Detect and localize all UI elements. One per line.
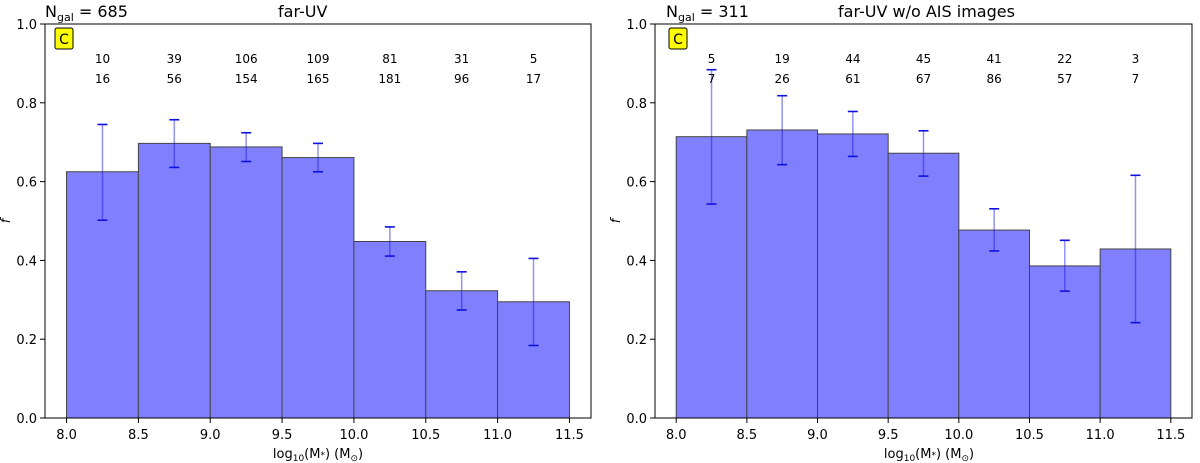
x-axis-label: log10(M*) (M⊙) bbox=[273, 447, 363, 463]
count-denominator-label: 96 bbox=[454, 72, 469, 86]
y-tick-label: 1.0 bbox=[16, 18, 37, 33]
bar bbox=[746, 129, 819, 419]
y-tick-label: 0.0 bbox=[16, 412, 37, 427]
count-numerator-label: 19 bbox=[775, 52, 790, 66]
bar bbox=[353, 240, 427, 419]
bar bbox=[209, 146, 283, 419]
bar bbox=[817, 133, 889, 419]
count-numerator-label: 41 bbox=[987, 52, 1002, 66]
bar bbox=[66, 171, 139, 419]
count-numerator-label: 44 bbox=[845, 52, 860, 66]
bar bbox=[281, 157, 355, 419]
count-denominator-label: 154 bbox=[235, 72, 258, 86]
ngal-annotation: Ngal = 311 bbox=[666, 2, 749, 24]
x-tick-label: 9.5 bbox=[878, 428, 899, 443]
count-numerator-label: 5 bbox=[530, 52, 538, 66]
count-denominator-label: 165 bbox=[307, 72, 330, 86]
bar bbox=[497, 301, 570, 419]
y-tick-label: 0.6 bbox=[16, 176, 37, 191]
count-denominator-label: 56 bbox=[167, 72, 182, 86]
count-numerator-label: 10 bbox=[95, 52, 110, 66]
count-denominator-label: 86 bbox=[987, 72, 1002, 86]
panel-label-box bbox=[54, 27, 74, 50]
count-denominator-label: 67 bbox=[916, 72, 931, 86]
bars-group bbox=[66, 142, 570, 419]
count-denominator-label: 57 bbox=[1057, 72, 1072, 86]
count-numerator-label: 81 bbox=[382, 52, 397, 66]
count-numerator-label: 5 bbox=[708, 52, 716, 66]
y-tick-label: 1.0 bbox=[626, 18, 647, 33]
y-tick-label: 0.4 bbox=[16, 254, 37, 269]
plot-area-frame bbox=[44, 23, 592, 419]
chart-title: far-UV w/o AIS images bbox=[838, 2, 1015, 21]
plot-area-frame bbox=[654, 23, 1193, 419]
y-tick-label: 0.2 bbox=[16, 333, 37, 348]
count-numerator-label: 31 bbox=[454, 52, 469, 66]
error-bars-group bbox=[706, 68, 1141, 324]
x-tick-label: 10.5 bbox=[1015, 428, 1044, 443]
bar bbox=[887, 152, 960, 419]
x-tick-label: 8.5 bbox=[128, 428, 149, 443]
count-denominator-label: 61 bbox=[845, 72, 860, 86]
bar bbox=[958, 229, 1030, 419]
count-denominator-label: 26 bbox=[775, 72, 790, 86]
x-ticks-group: 8.0 8.5 9.0 9.5 10.0 10.5 11.0 11.5 bbox=[666, 418, 1185, 443]
x-tick-label: 11.0 bbox=[1086, 428, 1115, 443]
y-tick-label: 0.8 bbox=[626, 97, 647, 112]
x-tick-label: 10.0 bbox=[339, 428, 368, 443]
x-tick-label: 9.0 bbox=[200, 428, 221, 443]
bar bbox=[137, 142, 211, 419]
x-tick-label: 8.5 bbox=[737, 428, 758, 443]
y-ticks-group: 0.0 0.2 0.4 0.6 0.8 1.0 bbox=[16, 18, 45, 427]
x-ticks-group: 8.0 8.5 9.0 9.5 10.0 10.5 11.0 11.5 bbox=[56, 418, 584, 443]
count-numerator-label: 45 bbox=[916, 52, 931, 66]
panel-label: C bbox=[673, 32, 683, 48]
panel-label-box bbox=[668, 27, 688, 50]
y-tick-label: 0.6 bbox=[626, 176, 647, 191]
count-numerator-label: 109 bbox=[307, 52, 330, 66]
count-labels-group: 10 16 39 56 106 154 109 165 81 181 31 96 5 17 bbox=[95, 52, 541, 86]
x-tick-label: 8.0 bbox=[56, 428, 77, 443]
count-denominator-label: 7 bbox=[708, 72, 716, 86]
count-denominator-label: 16 bbox=[95, 72, 110, 86]
count-denominator-label: 181 bbox=[378, 72, 401, 86]
count-denominator-label: 17 bbox=[526, 72, 541, 86]
x-tick-label: 11.5 bbox=[555, 428, 584, 443]
y-axis-label: f bbox=[609, 216, 624, 223]
right-chart-panel: 8.0 8.5 9.0 9.5 10.0 10.5 11.0 11.5 0.00.20.40.… bbox=[609, 2, 1193, 463]
count-denominator-label: 7 bbox=[1132, 72, 1140, 86]
y-tick-label: 0.8 bbox=[16, 97, 37, 112]
chart-title: far-UV bbox=[278, 2, 327, 21]
y-tick-label: 0.0 bbox=[626, 412, 647, 427]
x-axis-label: log10(M*) (M⊙) bbox=[884, 447, 974, 463]
x-tick-label: 9.0 bbox=[807, 428, 828, 443]
x-tick-label: 10.0 bbox=[944, 428, 973, 443]
count-numerator-label: 106 bbox=[235, 52, 258, 66]
count-numerator-label: 3 bbox=[1132, 52, 1140, 66]
y-tick-label: 0.2 bbox=[626, 333, 647, 348]
count-numerator-label: 39 bbox=[167, 52, 182, 66]
bar bbox=[675, 136, 748, 419]
x-tick-label: 11.0 bbox=[483, 428, 512, 443]
panel-label: C bbox=[59, 32, 69, 48]
y-axis-label: f bbox=[0, 216, 14, 223]
y-ticks-group: 0.0 0.2 0.4 0.6 0.8 1.0 bbox=[626, 18, 655, 427]
count-numerator-label: 22 bbox=[1057, 52, 1072, 66]
x-tick-label: 8.0 bbox=[666, 428, 687, 443]
error-bars-group bbox=[97, 118, 539, 347]
x-tick-label: 10.5 bbox=[411, 428, 440, 443]
y-tick-label: 0.4 bbox=[626, 254, 647, 269]
left-chart-panel: 8.0 8.5 9.0 9.5 10.0 10.5 11.0 11.5 0.00.20.40.… bbox=[0, 2, 592, 463]
x-tick-label: 9.5 bbox=[272, 428, 293, 443]
bar bbox=[1099, 248, 1172, 419]
x-tick-label: 11.5 bbox=[1156, 428, 1185, 443]
ngal-annotation: Ngal = 685 bbox=[45, 2, 128, 24]
